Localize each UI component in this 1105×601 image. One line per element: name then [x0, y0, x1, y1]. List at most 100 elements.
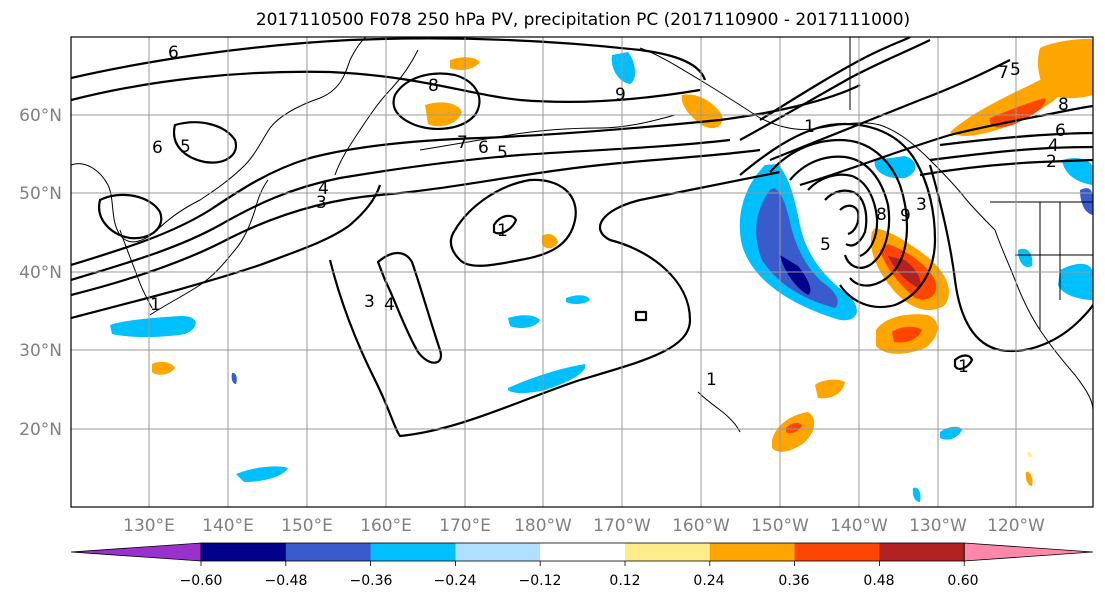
latitude-label: 40°N: [19, 263, 62, 283]
contour-label: 5: [1010, 60, 1021, 80]
pv-contour-line: [71, 148, 761, 297]
pv-contour-line: [799, 104, 1093, 187]
contour-label: 5: [180, 137, 191, 157]
precip-negative-region: [611, 52, 636, 84]
precip-positive-region: [425, 102, 462, 127]
precip-positive-region: [1025, 471, 1033, 486]
colorbar-segment: [201, 543, 287, 561]
pv-contour-line: [919, 158, 1093, 177]
pv-contour-line: [824, 189, 868, 247]
precip-positive-region: [152, 361, 175, 375]
precipitation-shading: [110, 38, 1093, 502]
contour-label: 6: [478, 138, 489, 158]
contour-label: 2: [1046, 152, 1057, 172]
pv-contour-line: [928, 164, 1093, 353]
pv-contour-line: [328, 170, 781, 438]
contour-label: 6: [152, 138, 163, 158]
pv-contour-line: [939, 131, 1093, 147]
colorbar-segment: [285, 543, 372, 561]
colorbar-segment: [625, 543, 711, 561]
pv-contour-line: [769, 138, 908, 287]
precip-negative-region: [231, 372, 237, 384]
contour-label: 8: [1058, 95, 1069, 115]
hawaii-islands: [697, 391, 741, 433]
longitude-label: 120°W: [987, 516, 1045, 536]
colorbar: −0.60 −0.48 −0.36 −0.24 −0.12 0.12 0.24 …: [70, 542, 1094, 589]
contour-label: 3: [316, 193, 327, 213]
contour-label: 9: [615, 85, 626, 105]
pv-contour-line: [492, 214, 518, 235]
colorbar-segment: [709, 543, 796, 561]
japan-coastline: [149, 179, 269, 316]
colorbar-tick-label: 0.60: [947, 573, 978, 589]
contour-label: 4: [1048, 136, 1059, 156]
longitude-labels: 130°E 140°E 150°E 160°E 170°E 180°W 170°…: [123, 516, 1045, 536]
longitude-label: 140°W: [830, 516, 888, 536]
colorbar-segment: [879, 543, 965, 561]
pv-contour-line: [739, 39, 931, 141]
colorbar-tick-label: 0.48: [863, 573, 894, 589]
colorbar-segment: [794, 543, 880, 561]
colorbar-outline: [200, 542, 965, 562]
colorbar-segment: [540, 543, 626, 561]
contour-label: 1: [804, 117, 815, 137]
longitude-label: 130°E: [123, 516, 175, 536]
longitude-label: 160°E: [360, 516, 412, 536]
precip-negative-region: [110, 315, 196, 337]
pv-contour-line: [172, 121, 238, 164]
precip-positive-region: [1027, 451, 1032, 457]
precip-negative-region: [756, 188, 838, 308]
precip-positive-region: [786, 422, 802, 434]
aleutian-islands: [419, 114, 676, 151]
colorbar-tick-label: −0.48: [265, 573, 308, 589]
pv-contour-line: [449, 178, 577, 267]
precip-positive-region: [1037, 38, 1093, 99]
longitude-label: 150°W: [751, 516, 809, 536]
contour-label: 1: [958, 357, 969, 377]
pv-contour-line: [71, 37, 707, 81]
contour-label: 1: [706, 370, 717, 390]
colorbar-segments: [70, 542, 1094, 562]
contour-label: 8: [428, 76, 439, 96]
state-borders: [1015, 202, 1093, 330]
colorbar-extension-low: [70, 542, 202, 562]
colorbar-tick-label: −0.36: [350, 573, 393, 589]
pv-contour-line: [71, 84, 861, 267]
colorbar-tick-label: 0.36: [778, 573, 809, 589]
precip-negative-region: [236, 466, 288, 482]
colorbar-tick-label: −0.24: [434, 573, 477, 589]
precip-negative-region: [508, 315, 540, 328]
pv-contour-line: [634, 310, 648, 322]
colorbar-tick-label: 0.12: [609, 573, 640, 589]
latitude-label: 50°N: [19, 184, 62, 204]
kamchatka-coastline: [334, 49, 419, 176]
contour-labels: 6 6 5 7 6 5 4 3 1 3 4 1 8 9 1 8 9 5 3 6 …: [150, 43, 1069, 390]
contour-label: 7: [457, 133, 468, 153]
pv-contour-line: [769, 59, 1011, 162]
pv-contour-line: [71, 138, 731, 282]
contour-label: 8: [876, 205, 887, 225]
longitude-label: 170°E: [439, 516, 491, 536]
colorbar-extension-high: [963, 542, 1094, 562]
precip-negative-region: [940, 426, 962, 440]
contour-label: 6: [1055, 121, 1066, 141]
pv-contour-line: [789, 155, 891, 269]
contour-label: 3: [916, 195, 927, 215]
pv-contour-line: [759, 37, 911, 121]
colorbar-segment: [370, 543, 456, 561]
precip-negative-region: [566, 295, 590, 305]
colorbar-tick-label: −0.60: [180, 573, 223, 589]
latitude-label: 30°N: [19, 341, 62, 361]
longitude-label: 130°W: [909, 516, 967, 536]
longitude-label: 160°W: [672, 516, 730, 536]
precip-negative-region: [1062, 158, 1093, 185]
precip-negative-region: [1058, 263, 1093, 300]
precip-negative-region: [912, 487, 921, 502]
korea-coastline: [119, 229, 153, 309]
map-frame: [70, 36, 1094, 508]
precip-positive-region: [950, 71, 1073, 136]
longitude-label: 140°E: [202, 516, 254, 536]
contour-label: 1: [150, 295, 161, 315]
contour-label: 3: [364, 292, 375, 312]
latitude-label: 20°N: [19, 420, 62, 440]
